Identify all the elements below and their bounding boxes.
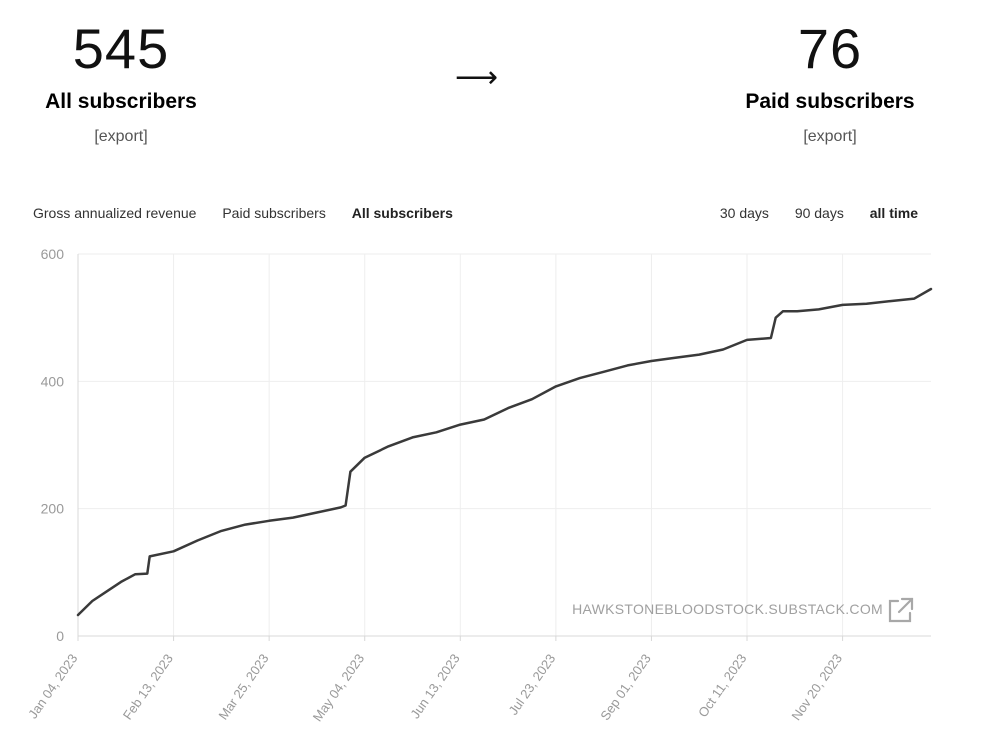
watermark-text: HAWKSTONEBLOODSTOCK.SUBSTACK.COM [572,601,883,617]
y-tick-label: 600 [41,246,65,262]
all-subscribers-label: All subscribers [45,90,197,113]
paid-subscribers-export-link[interactable]: [export] [803,128,857,145]
y-tick-label: 0 [56,628,64,644]
all-subscribers-export-link[interactable]: [export] [94,128,148,145]
arrow-icon: ⟶ [455,61,499,94]
tab-all-subscribers[interactable]: All subscribers [351,205,453,221]
metric-tabs: Gross annualized revenue Paid subscriber… [33,205,475,221]
range-30-days[interactable]: 30 days [719,205,769,221]
series-line-all-subscribers [76,287,933,617]
tab-gross-annualized-revenue[interactable]: Gross annualized revenue [33,205,197,221]
paid-subscribers-label: Paid subscribers [745,90,915,113]
x-tick-label: Nov 20, 2023 [788,651,845,723]
subscribers-line-chart: 0 200 400 600 Jan 04, 2023 Feb 13, 2023 Mar 25… [25,246,933,724]
external-link-icon[interactable] [888,597,914,623]
x-tick-label: Mar 25, 2023 [215,651,271,722]
paid-subscribers-stat: 76 Paid subscribers [export] [720,14,940,146]
range-90-days[interactable]: 90 days [794,205,844,221]
tab-paid-subscribers[interactable]: Paid subscribers [222,205,326,221]
x-tick-label: May 04, 2023 [310,651,367,724]
x-tick-label: Jul 23, 2023 [505,651,558,718]
all-subscribers-count: 545 [72,17,170,80]
x-tick-label: Sep 01, 2023 [597,651,654,723]
y-tick-label: 400 [41,373,65,389]
x-tick-label: Jan 04, 2023 [25,651,80,721]
y-tick-label: 200 [41,501,65,517]
x-tick-label: Feb 13, 2023 [120,651,176,722]
range-all-time[interactable]: all time [869,205,918,221]
paid-subscribers-count: 76 [797,17,863,80]
x-tick-label: Oct 11, 2023 [695,651,749,720]
time-range-selector: 30 days 90 days all time [698,205,918,221]
all-subscribers-stat: 545 All subscribers [export] [11,14,231,146]
x-tick-label: Jun 13, 2023 [407,651,462,721]
